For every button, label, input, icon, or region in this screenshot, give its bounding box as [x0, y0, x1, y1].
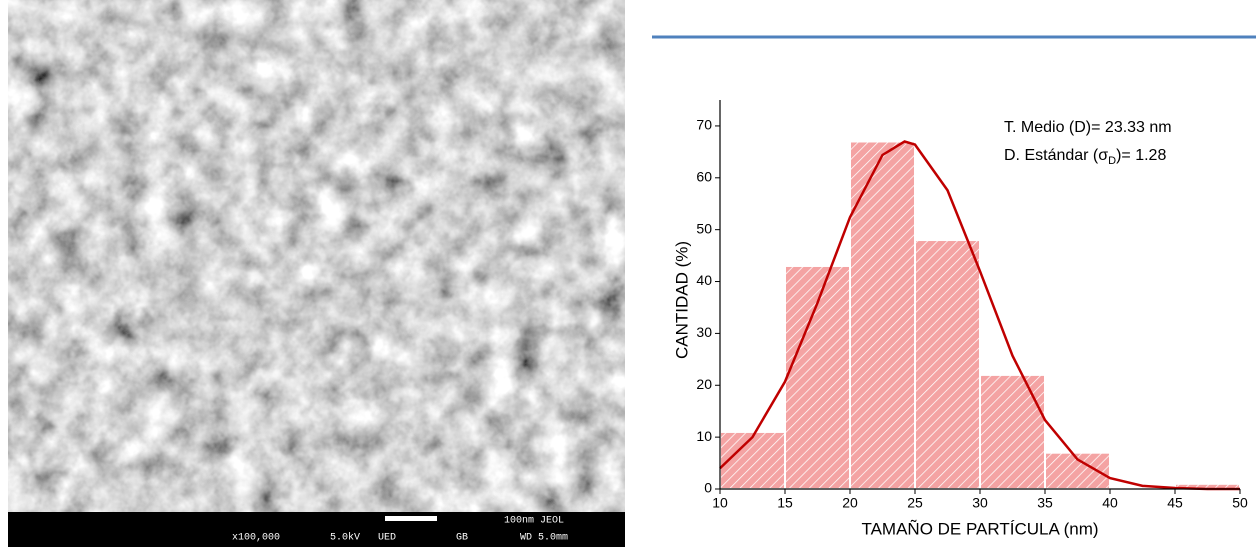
y-axis-title: CANTIDAD (%) — [672, 241, 691, 359]
x-tick-label: 40 — [1102, 495, 1118, 511]
x-tick-label: 15 — [777, 495, 793, 511]
annotation: D. Estándar (σD)= 1.28 — [1004, 147, 1166, 167]
scale-bar — [385, 516, 437, 521]
magnification: x100,000 — [232, 533, 280, 544]
y-tick-label: 50 — [696, 220, 712, 236]
y-tick-label: 0 — [704, 480, 712, 496]
annotation-text: )= 1.28 — [1116, 147, 1166, 164]
working-distance: WD 5.0mm — [520, 533, 568, 544]
scale-label: 100nm JEOL — [504, 516, 564, 527]
bar — [850, 141, 915, 489]
voltage: 5.0kV — [330, 532, 360, 544]
x-tick-label: 10 — [712, 495, 728, 511]
x-tick-label: 30 — [972, 495, 988, 511]
y-tick-label: 20 — [696, 376, 712, 392]
annotation: T. Medio (D)= 23.33 nm — [1004, 119, 1172, 136]
y-tick-label: 30 — [696, 324, 712, 340]
annotation-subscript: D — [1108, 155, 1116, 167]
x-tick-label: 50 — [1232, 495, 1248, 511]
micrograph-texture — [8, 0, 625, 512]
bar — [980, 375, 1045, 489]
detector: UED — [378, 533, 396, 544]
x-tick-label: 45 — [1167, 495, 1183, 511]
page: x100,000 5.0kV UED GB 100nm JEOL WD 5.0m… — [0, 0, 1256, 547]
annotation-text: D. Estándar (σ — [1004, 147, 1108, 164]
figure: x100,000 5.0kV UED GB 100nm JEOL WD 5.0m… — [0, 0, 1256, 547]
y-tick-label: 60 — [696, 169, 712, 185]
x-tick-label: 20 — [842, 495, 858, 511]
bar — [915, 240, 980, 489]
x-tick-label: 25 — [907, 495, 923, 511]
mode: GB — [456, 533, 468, 544]
x-axis-title: TAMAÑO DE PARTÍCULA (nm) — [861, 519, 1098, 538]
y-tick-label: 10 — [696, 428, 712, 444]
y-tick-label: 40 — [696, 272, 712, 288]
y-tick-label: 70 — [696, 117, 712, 133]
x-tick-label: 35 — [1037, 495, 1053, 511]
